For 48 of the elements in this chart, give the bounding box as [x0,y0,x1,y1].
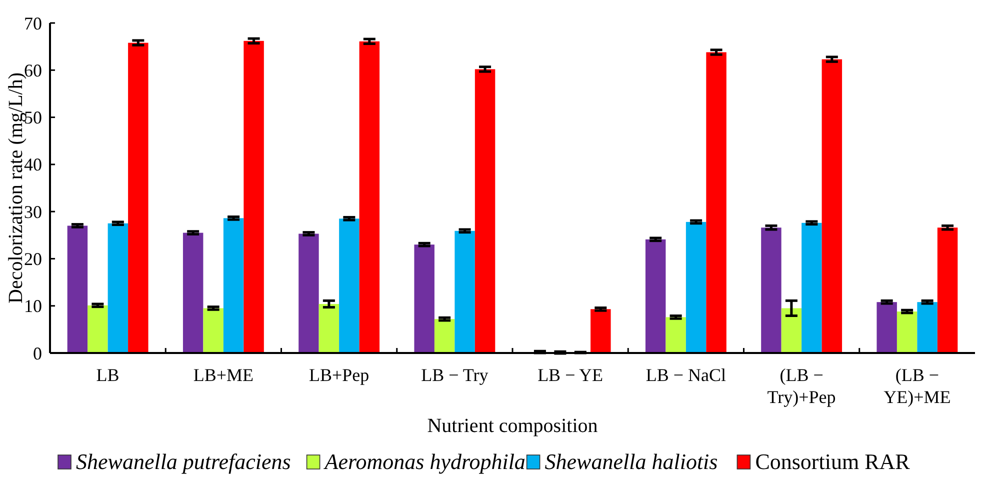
bar [298,234,319,353]
legend-label: Consortium RAR [755,449,910,474]
bar [686,222,706,353]
bar [802,222,822,353]
bar [67,226,88,353]
bar [917,302,938,353]
y-tick-label: 0 [33,343,42,364]
legend-label: Shewanella haliotis [544,449,718,474]
bar [454,230,475,353]
x-tick-label: LB − NaCl [646,365,726,385]
x-tick-label: LB [96,365,120,385]
x-tick-label: LB+ME [193,365,254,385]
bar [223,218,244,353]
y-tick-label: 30 [24,202,42,222]
bar [182,232,204,353]
bar [822,59,842,353]
legend-label: Aeromonas hydrophila [322,449,526,474]
bar [937,228,958,353]
x-axis-title: Nutrient composition [427,415,598,437]
bar [706,52,726,353]
bar [88,305,108,353]
bar [590,309,611,353]
bar [203,308,224,353]
bar [781,308,802,353]
bar [876,302,897,353]
bar [896,312,918,353]
bar [474,69,496,353]
bar [128,42,148,353]
bar [339,218,360,353]
bar [244,40,264,353]
y-tick-label: 70 [24,13,42,34]
bar [318,304,340,353]
bar [434,319,455,353]
bar [359,41,380,353]
x-tick-label: LB − Try [421,365,488,385]
bar [761,228,782,353]
bar [414,244,434,353]
y-tick-label: 50 [24,108,42,128]
bar [666,317,686,353]
x-tick-label: LB+Pep [308,365,370,385]
bar [108,223,128,353]
bar [645,239,666,353]
legend-label: Shewanella putrefaciens [76,449,291,474]
x-tick-label: (LB − YE)+ME [884,365,951,407]
x-tick-label: (LB − Try)+Pep [767,365,836,407]
y-tick-label: 20 [24,249,42,270]
x-tick-label: LB − YE [538,365,604,385]
y-tick-label: 10 [24,296,42,316]
